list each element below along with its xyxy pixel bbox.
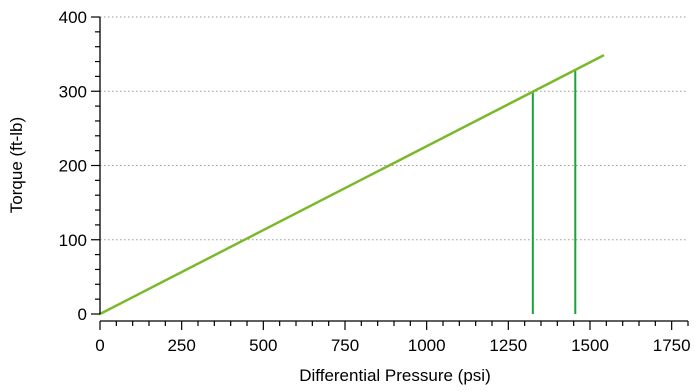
y-axis-title: Torque (ft-lb) xyxy=(7,117,26,213)
x-axis-title: Differential Pressure (psi) xyxy=(299,366,490,385)
series-line-1 xyxy=(98,54,605,316)
x-tick-label-1000: 1000 xyxy=(408,336,446,355)
y-tick-label-400: 400 xyxy=(59,8,87,27)
x-tick-label-0: 0 xyxy=(95,336,104,355)
x-tick-label-500: 500 xyxy=(249,336,277,355)
y-tick-label-200: 200 xyxy=(59,157,87,176)
x-tick-label-1250: 1250 xyxy=(489,336,527,355)
series-layer xyxy=(98,54,605,316)
y-tick-label-0: 0 xyxy=(78,305,87,324)
x-tick-label-250: 250 xyxy=(167,336,195,355)
x-tick-label-1500: 1500 xyxy=(571,336,609,355)
x-tick-label-750: 750 xyxy=(331,336,359,355)
y-tick-label-300: 300 xyxy=(59,82,87,101)
y-tick-label-100: 100 xyxy=(59,231,87,250)
tick-label-layer: 0 100 200 300 400 0 250 500 750 1000 1250 1500 1750 xyxy=(59,8,691,355)
grid-layer xyxy=(100,16,688,241)
axes-layer xyxy=(91,16,689,330)
x-tick-label-1750: 1750 xyxy=(653,336,691,355)
